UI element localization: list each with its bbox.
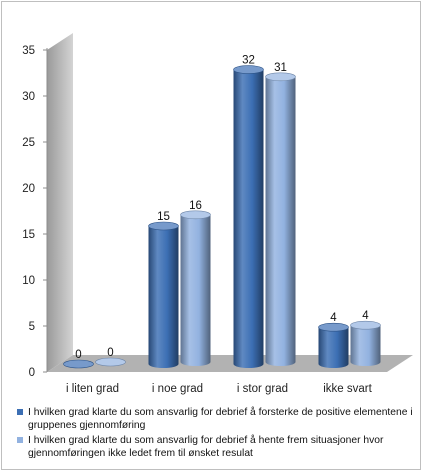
bar-body — [265, 76, 296, 367]
data-label: 32 — [242, 55, 255, 67]
data-label: 4 — [362, 310, 369, 322]
bar-top — [318, 322, 349, 332]
y-tick-label: 30 — [22, 91, 35, 103]
bar-body — [148, 226, 179, 368]
y-tick-label: 10 — [22, 275, 35, 287]
data-label: 4 — [330, 312, 337, 324]
data-label: 16 — [189, 200, 202, 212]
x-tick-label: i liten grad — [66, 383, 119, 395]
y-tick-label: 15 — [22, 229, 35, 241]
legend-label-series-1: I hvilken grad klarte du som ansvarlig f… — [28, 407, 413, 432]
legend-label-series-2: I hvilken grad klarte du som ansvarlig f… — [28, 434, 384, 459]
y-tick-label: 0 — [29, 367, 35, 379]
chart-side-wall — [47, 33, 73, 372]
legend-swatch-series-1 — [16, 408, 24, 416]
x-tick-label: i noe grad — [152, 383, 203, 395]
data-label: 15 — [157, 211, 170, 223]
y-tick-label: 20 — [22, 183, 35, 195]
bar-chart: 0 5 10 15 20 25 30 35 i liten grad 0 0 i noe grad 15… — [22, 33, 413, 395]
bar-top — [265, 72, 296, 82]
data-label: 31 — [274, 62, 287, 74]
y-tick-label: 35 — [22, 45, 35, 57]
y-tick-label: 25 — [22, 137, 35, 149]
bar-top — [350, 320, 381, 330]
y-tick-label: 5 — [29, 321, 35, 333]
bar-body — [350, 325, 381, 366]
bar-top — [148, 221, 179, 231]
legend-item-series-2: I hvilken grad klarte du som ansvarlig f… — [16, 434, 414, 461]
bar-body — [233, 69, 264, 368]
x-tick-label: i stor grad — [237, 383, 288, 395]
bar-top — [63, 359, 94, 369]
x-tick-label: ikke svart — [323, 383, 372, 395]
data-label: 0 — [75, 349, 81, 361]
bar-top — [95, 357, 126, 367]
bar-top — [180, 210, 211, 220]
legend-item-series-1: I hvilken grad klarte du som ansvarlig f… — [16, 406, 414, 433]
bar-body — [180, 214, 211, 366]
bar-body — [318, 327, 349, 368]
bar-top — [233, 65, 264, 74]
data-label: 0 — [107, 347, 113, 359]
legend-swatch-series-2 — [16, 435, 24, 444]
chart-legend: I hvilken grad klarte du som ansvarlig f… — [16, 406, 414, 461]
